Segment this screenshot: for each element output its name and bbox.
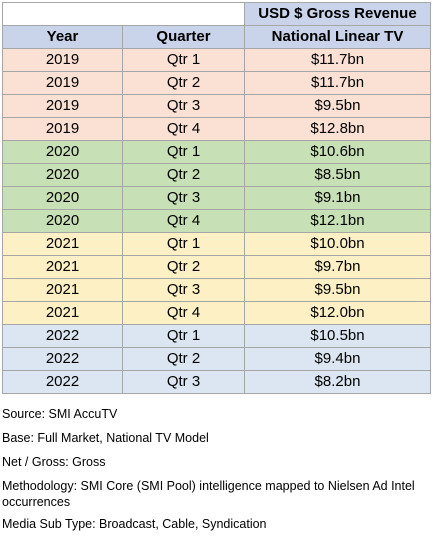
table-row: 2019 Qtr 1 $11.7bn [2, 48, 431, 72]
table-row: 2020 Qtr 1 $10.6bn [2, 140, 431, 164]
table-row: 2021 Qtr 1 $10.0bn [2, 232, 431, 256]
table-row: 2019 Qtr 3 $9.5bn [2, 94, 431, 118]
cell-revenue: $12.1bn [244, 209, 431, 233]
cell-year: 2021 [2, 255, 123, 279]
cell-revenue: $9.4bn [244, 347, 431, 371]
table-row: 2022 Qtr 3 $8.2bn [2, 370, 431, 394]
cell-quarter: Qtr 3 [122, 370, 245, 394]
cell-quarter: Qtr 2 [122, 163, 245, 187]
cell-year: 2019 [2, 71, 123, 95]
cell-year: 2020 [2, 209, 123, 233]
cell-year: 2022 [2, 347, 123, 371]
note-methodology: Methodology: SMI Core (SMI Pool) intelli… [2, 479, 415, 509]
cell-year: 2020 [2, 140, 123, 164]
cell-revenue: $9.1bn [244, 186, 431, 210]
table-row: 2022 Qtr 2 $9.4bn [2, 347, 431, 371]
table-row: 2020 Qtr 2 $8.5bn [2, 163, 431, 187]
header-blank-cell [2, 2, 123, 26]
table-notes: Source: SMI AccuTV Base: Full Market, Na… [2, 406, 430, 540]
table-header-row-top: USD $ Gross Revenue [2, 2, 431, 26]
cell-quarter: Qtr 1 [122, 48, 245, 72]
table-row: 2021 Qtr 4 $12.0bn [2, 301, 431, 325]
table-row: 2022 Qtr 1 $10.5bn [2, 324, 431, 348]
cell-quarter: Qtr 1 [122, 232, 245, 256]
column-header-revenue: National Linear TV [244, 25, 431, 49]
table-row: 2021 Qtr 3 $9.5bn [2, 278, 431, 302]
table-row: 2020 Qtr 4 $12.1bn [2, 209, 431, 233]
table-row: 2019 Qtr 4 $12.8bn [2, 117, 431, 141]
cell-revenue: $12.8bn [244, 117, 431, 141]
cell-year: 2022 [2, 324, 123, 348]
cell-revenue: $10.6bn [244, 140, 431, 164]
cell-quarter: Qtr 3 [122, 94, 245, 118]
cell-revenue: $8.5bn [244, 163, 431, 187]
cell-quarter: Qtr 3 [122, 278, 245, 302]
cell-revenue: $11.7bn [244, 48, 431, 72]
cell-revenue: $9.5bn [244, 94, 431, 118]
note-net-gross: Net / Gross: Gross [2, 455, 106, 469]
cell-quarter: Qtr 4 [122, 117, 245, 141]
cell-year: 2019 [2, 94, 123, 118]
cell-year: 2019 [2, 117, 123, 141]
cell-revenue: $8.2bn [244, 370, 431, 394]
note-base: Base: Full Market, National TV Model [2, 431, 209, 445]
header-blank-cell [122, 2, 245, 26]
revenue-table: USD $ Gross Revenue Year Quarter Nationa… [2, 2, 431, 394]
cell-year: 2021 [2, 232, 123, 256]
cell-year: 2022 [2, 370, 123, 394]
cell-quarter: Qtr 1 [122, 140, 245, 164]
cell-quarter: Qtr 4 [122, 301, 245, 325]
cell-revenue: $10.5bn [244, 324, 431, 348]
cell-quarter: Qtr 2 [122, 71, 245, 95]
cell-year: 2020 [2, 186, 123, 210]
cell-year: 2020 [2, 163, 123, 187]
cell-quarter: Qtr 4 [122, 209, 245, 233]
cell-quarter: Qtr 3 [122, 186, 245, 210]
cell-year: 2021 [2, 278, 123, 302]
table-row: 2020 Qtr 3 $9.1bn [2, 186, 431, 210]
cell-revenue: $12.0bn [244, 301, 431, 325]
cell-revenue: $9.5bn [244, 278, 431, 302]
table-row: 2021 Qtr 2 $9.7bn [2, 255, 431, 279]
cell-quarter: Qtr 2 [122, 255, 245, 279]
cell-revenue: $9.7bn [244, 255, 431, 279]
revenue-group-header: USD $ Gross Revenue [244, 2, 431, 26]
column-header-quarter: Quarter [122, 25, 245, 49]
cell-quarter: Qtr 1 [122, 324, 245, 348]
note-media-sub-type: Media Sub Type: Broadcast, Cable, Syndic… [2, 517, 267, 531]
cell-revenue: $10.0bn [244, 232, 431, 256]
cell-revenue: $11.7bn [244, 71, 431, 95]
cell-quarter: Qtr 2 [122, 347, 245, 371]
column-header-year: Year [2, 25, 123, 49]
cell-year: 2021 [2, 301, 123, 325]
table-header-row: Year Quarter National Linear TV [2, 25, 431, 49]
table-row: 2019 Qtr 2 $11.7bn [2, 71, 431, 95]
note-source: Source: SMI AccuTV [2, 407, 118, 421]
cell-year: 2019 [2, 48, 123, 72]
